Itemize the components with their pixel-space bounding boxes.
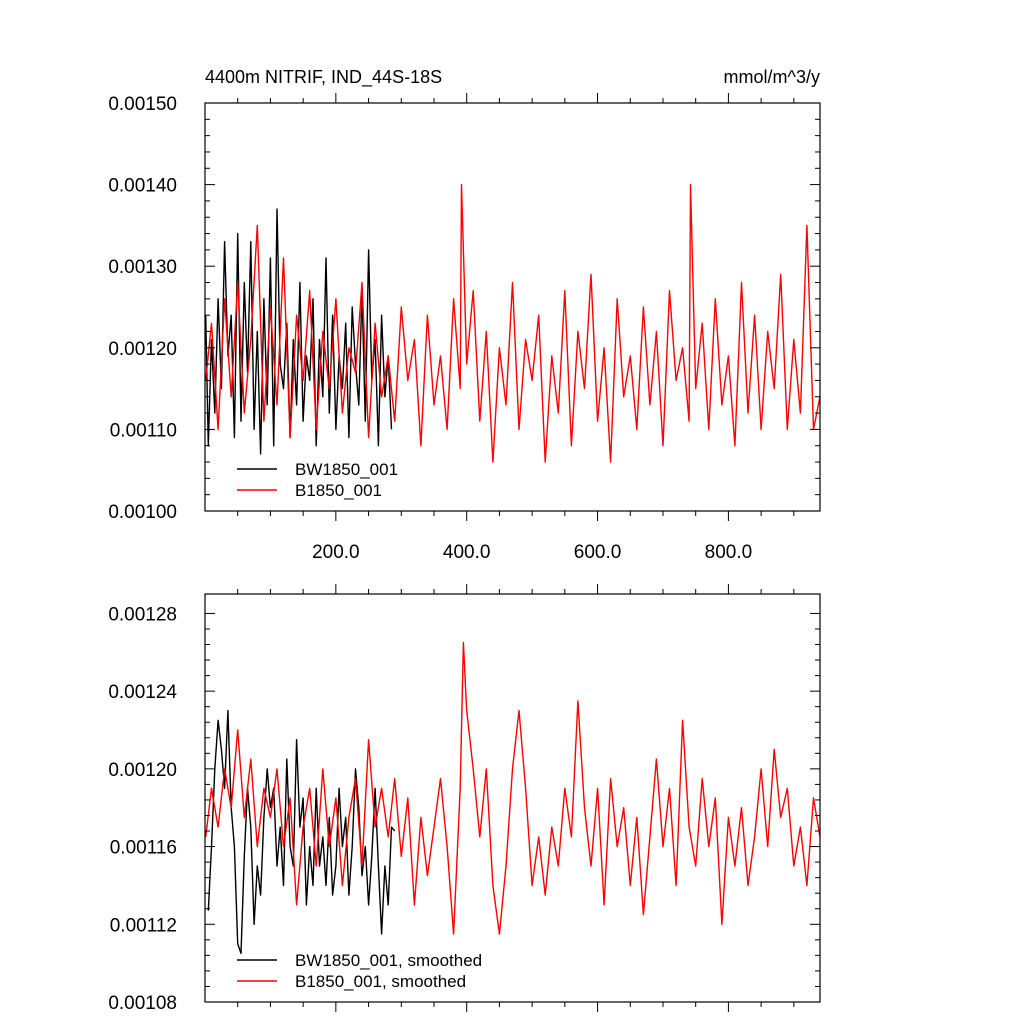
y-tick-label: 0.00128 [108,604,177,625]
series-line-1 [207,709,396,955]
y-tick-label: 0.00124 [108,682,177,703]
y-tick-label: 0.00120 [108,760,177,781]
series-line-2 [205,183,821,463]
legend-label: BW1850_001 [295,460,398,479]
chart-units: mmol/m^3/y [724,67,820,87]
chart-title: 4400m NITRIF, IND_44S-18S [205,67,442,88]
y-tick-label: 0.00150 [108,94,177,115]
y-tick-label: 0.00100 [108,502,177,523]
y-tick-label: 0.00112 [110,915,177,936]
bottom-panel: 0.00108 0.00112 0.00116 0.00120 0.00124 0.001… [108,584,821,1014]
plot-frame [204,102,821,512]
series-line-1 [205,208,393,455]
y-tick-label: 0.00108 [108,993,177,1014]
plot-frame [204,593,821,1003]
y-tick-label: 0.00140 [108,176,177,197]
series-line-2 [205,641,821,935]
y-tick-label: 0.00120 [108,339,177,360]
x-tick-label: 200.0 [312,542,360,563]
top-panel: 0.00100 0.00110 0.00120 0.00130 0.00140 0.001… [108,67,821,563]
legend-label: B1850_001, smoothed [295,972,466,991]
x-tick-label: 400.0 [443,542,491,563]
x-tick-label: 800.0 [705,542,753,563]
legend-label: B1850_001 [295,481,382,500]
y-tick-label: 0.00110 [110,420,177,441]
legend-label: BW1850_001, smoothed [295,951,482,970]
y-tick-label: 0.00116 [110,838,177,859]
x-tick-label: 600.0 [574,542,622,563]
y-tick-label: 0.00130 [108,257,177,278]
